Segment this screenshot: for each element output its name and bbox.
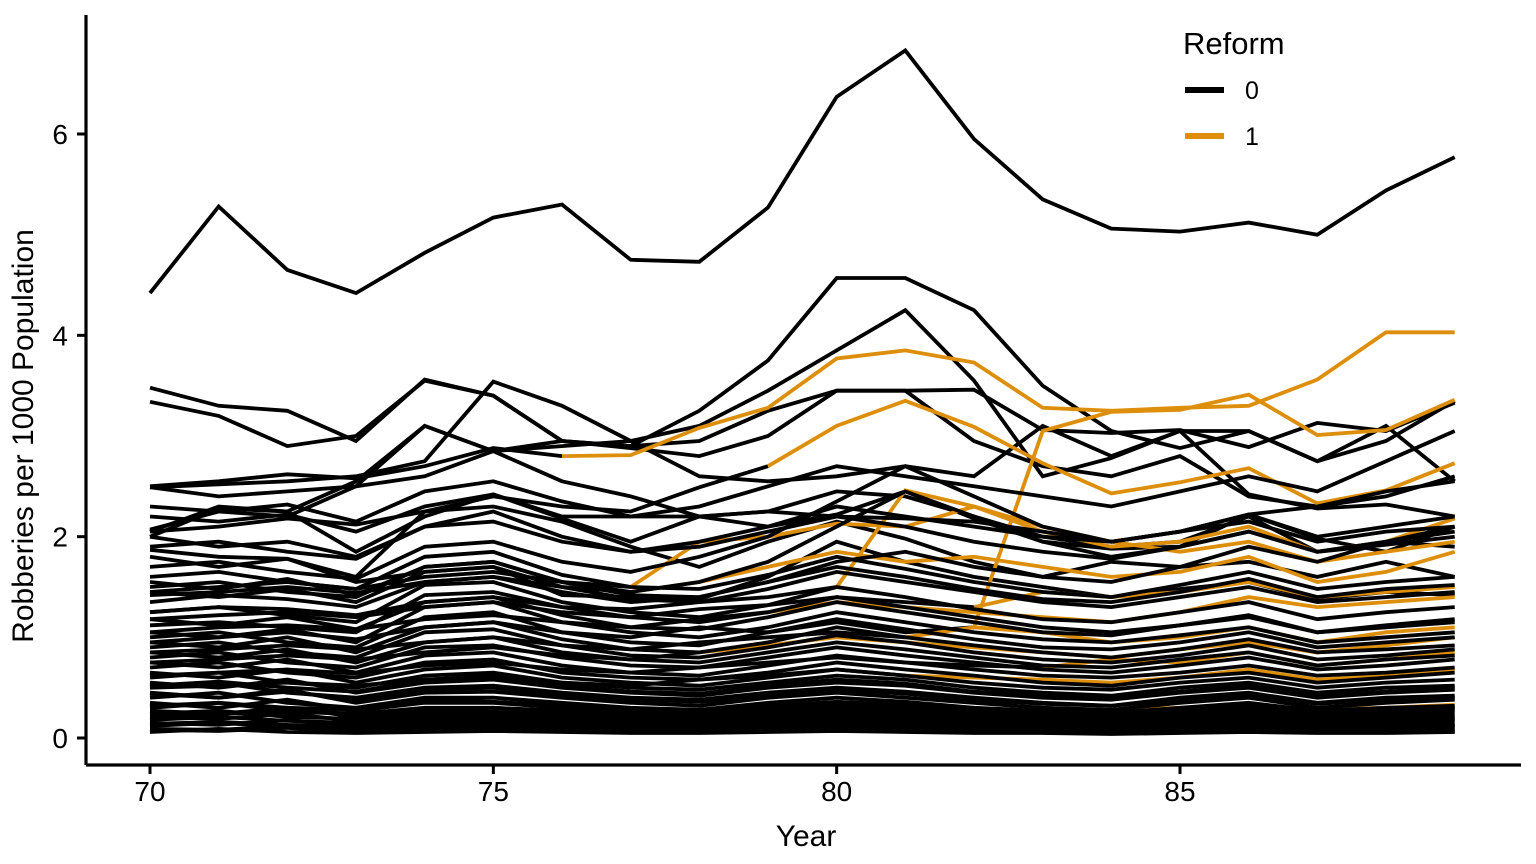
- series-line-65-reform0: [149, 719, 1455, 730]
- series-line-31-reform0: [149, 580, 1455, 625]
- series-line-64-reform0: [149, 725, 1455, 735]
- series-line-56-reform0: [149, 714, 1455, 728]
- series-line-55-reform0: [149, 711, 1455, 726]
- series-line-26-reform0: [149, 492, 1455, 544]
- y-tick-label-2: 2: [52, 522, 68, 553]
- series-line-58-reform0: [149, 720, 1455, 732]
- series-line-27-reform0: [149, 464, 1455, 581]
- series-line-35-reform0: [149, 559, 1455, 605]
- series-line-04-reform0: [149, 377, 1456, 509]
- series-line-52-reform0: [149, 700, 1455, 720]
- series-line-15-reform1: [835, 488, 1455, 589]
- series-line-37-reform0: [149, 600, 1455, 645]
- series-line-19-reform0: [149, 630, 906, 655]
- y-tick-label-4: 4: [52, 320, 68, 351]
- series-line-48-reform0: [149, 680, 1455, 708]
- series-line-43-reform0: [149, 650, 1455, 680]
- series-line-33-reform0: [149, 509, 1455, 561]
- legend-label-reform-0: 0: [1245, 77, 1259, 105]
- series-line-12-reform1: [767, 398, 1456, 506]
- series-line-63-reform0: [149, 675, 1455, 700]
- series-line-41-reform0: [149, 635, 1455, 670]
- series-line-19-reform1: [905, 625, 1455, 645]
- y-tick-label-6: 6: [52, 119, 68, 150]
- legend-label-reform-1: 1: [1245, 123, 1259, 151]
- series-line-16-reform1: [630, 549, 1456, 594]
- series-line-46-reform0: [149, 670, 1455, 698]
- series-layer: [148, 47, 1456, 736]
- series-line-42-reform0: [149, 643, 1455, 675]
- x-tick-label-85: 85: [1164, 776, 1195, 807]
- series-line-54-reform0: [149, 708, 1455, 724]
- x-tick-label-80: 80: [821, 776, 852, 807]
- x-tick-label-70: 70: [134, 776, 165, 807]
- legend-title: Reform: [1183, 26, 1285, 61]
- series-line-01-reform0: [148, 47, 1456, 296]
- series-line-38-reform0: [149, 610, 1455, 652]
- axis-layer: 70 75 80 85 0 2 4 6: [52, 15, 1521, 807]
- series-line-11-reform0: [149, 446, 563, 489]
- series-line-61-reform0: [149, 697, 1455, 716]
- series-line-12-reform0: [149, 464, 769, 534]
- series-line-34-reform0: [149, 549, 1455, 600]
- series-line-39-reform0: [149, 620, 1455, 660]
- series-line-10-reform0: [149, 387, 1456, 499]
- series-line-36-reform0: [149, 590, 1455, 635]
- series-line-02-reform0: [149, 276, 1456, 464]
- x-tick-label-75: 75: [478, 776, 509, 807]
- series-line-62-reform0: [149, 685, 1455, 708]
- series-line-25-reform0: [149, 429, 1456, 524]
- y-tick-label-0: 0: [52, 723, 68, 754]
- series-line-30-reform0: [149, 564, 1455, 610]
- series-line-29-reform0: [149, 524, 1456, 610]
- legend: Reform 0 1: [1183, 26, 1285, 151]
- series-line-11-reform1: [561, 330, 1455, 458]
- series-line-53-reform0: [149, 705, 1455, 722]
- series-line-13-reform1: [972, 392, 1456, 628]
- series-line-44-reform0: [149, 657, 1455, 688]
- series-line-49-reform0: [149, 687, 1455, 712]
- y-axis-title: Robberies per 1000 Population: [7, 229, 40, 643]
- series-line-45-reform0: [149, 663, 1455, 692]
- series-line-50-reform0: [149, 690, 1455, 715]
- x-axis-title: Year: [776, 820, 837, 853]
- series-line-40-reform0: [149, 627, 1455, 665]
